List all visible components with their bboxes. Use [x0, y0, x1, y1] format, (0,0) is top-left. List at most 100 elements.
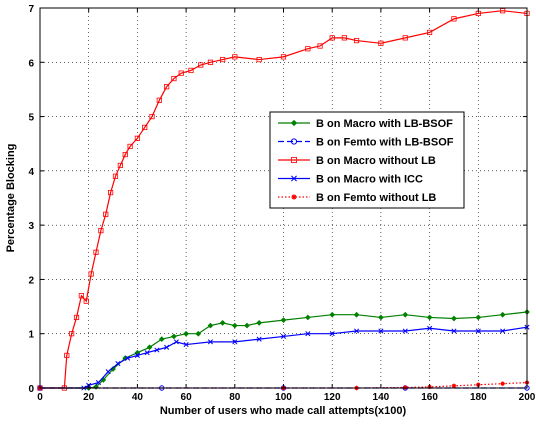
series-3 [37, 8, 530, 391]
x-tick-label: 120 [324, 392, 341, 403]
data-point [280, 333, 287, 339]
data-point [171, 333, 177, 340]
legend-marker [291, 194, 297, 200]
data-point [353, 328, 360, 334]
data-point [220, 56, 226, 63]
data-point [280, 54, 287, 60]
data-point [329, 331, 335, 337]
data-point [198, 62, 204, 68]
data-point [244, 322, 250, 329]
data-point [112, 173, 119, 179]
data-point [188, 67, 194, 74]
legend-item-2: B on Femto with LB-BSOF [278, 137, 454, 149]
data-point [164, 84, 170, 90]
data-point [232, 54, 238, 60]
data-point [154, 347, 160, 353]
data-point [125, 355, 131, 361]
data-point [207, 339, 214, 345]
data-point [475, 314, 482, 321]
legend: B on Macro with LB-BSOF B on Femto with L… [269, 111, 465, 209]
y-tick-label: 0 [28, 384, 34, 395]
legend-label: B on Macro without LB [316, 155, 436, 167]
legend-marker [290, 156, 297, 163]
data-point [232, 339, 238, 345]
data-point [402, 35, 408, 41]
data-point [178, 70, 184, 76]
y-tick-label: 3 [28, 221, 34, 232]
data-point [146, 344, 153, 351]
y-tick-label: 5 [28, 113, 34, 124]
data-point [426, 29, 433, 36]
data-point [402, 311, 409, 318]
data-point [173, 339, 179, 345]
legend-item-4: B on Macro with ICC [278, 174, 423, 186]
data-point [183, 330, 189, 337]
data-point [451, 328, 457, 334]
data-point [378, 314, 384, 321]
tick-layer: 0 20 40 60 80 100 120 140 160 180 200 0 1 2 3 4 5 6 7 [28, 4, 535, 403]
data-point [142, 124, 148, 131]
data-point [156, 97, 162, 103]
data-point [88, 271, 94, 277]
y-tick-label: 1 [28, 330, 34, 341]
data-point [134, 135, 140, 141]
data-point [500, 381, 505, 386]
data-point [403, 385, 408, 390]
data-point [183, 342, 189, 348]
x-tick-label: 80 [229, 392, 241, 403]
legend-label: B on Macro with ICC [316, 174, 423, 186]
legend-marker [290, 138, 298, 145]
x-axis-label: Number of users who made call attempts(x… [160, 405, 407, 417]
series-4 [37, 324, 530, 391]
data-point [451, 315, 457, 322]
data-point [280, 317, 287, 324]
data-point [500, 8, 506, 14]
data-point [117, 162, 123, 169]
data-point [103, 211, 109, 217]
data-point [93, 384, 99, 390]
x-tick-label: 40 [132, 392, 144, 403]
data-point [305, 46, 311, 52]
data-point [451, 16, 457, 22]
x-tick-label: 20 [83, 392, 95, 403]
x-tick-label: 140 [373, 392, 390, 403]
data-point [231, 322, 238, 329]
data-point [256, 319, 263, 326]
data-point [207, 59, 214, 65]
data-point [353, 311, 360, 318]
data-point [149, 113, 155, 120]
legend-label: B on Femto with LB-BSOF [316, 137, 454, 149]
x-tick-label: 0 [37, 392, 43, 403]
data-point [256, 336, 262, 342]
y-tick-label: 7 [28, 4, 34, 15]
data-point [171, 75, 177, 82]
data-point [451, 383, 457, 389]
x-tick-label: 100 [275, 392, 292, 403]
legend-marker [290, 119, 298, 127]
data-point [329, 35, 335, 41]
data-point [115, 361, 121, 367]
y-tick-label: 2 [28, 275, 34, 286]
legend-item-1: B on Macro with LB-BSOF [278, 118, 453, 130]
data-point [341, 35, 347, 41]
data-point [378, 40, 384, 46]
data-point [256, 56, 262, 63]
data-point [108, 189, 114, 196]
legend-label: B on Femto without LB [316, 192, 436, 204]
y-tick-label: 6 [28, 58, 34, 69]
data-point [402, 328, 408, 334]
legend-item-3: B on Macro without LB [278, 155, 436, 167]
legend-label: B on Macro with LB-BSOF [316, 118, 453, 130]
data-point [427, 325, 433, 331]
data-point [164, 344, 170, 350]
data-point [195, 330, 202, 337]
data-point [73, 314, 80, 321]
series-line [40, 10, 528, 389]
data-point [353, 37, 360, 44]
data-point [64, 352, 70, 359]
x-tick-label: 160 [421, 392, 438, 403]
data-point [78, 293, 84, 299]
data-point [219, 319, 226, 326]
data-point [304, 314, 311, 321]
